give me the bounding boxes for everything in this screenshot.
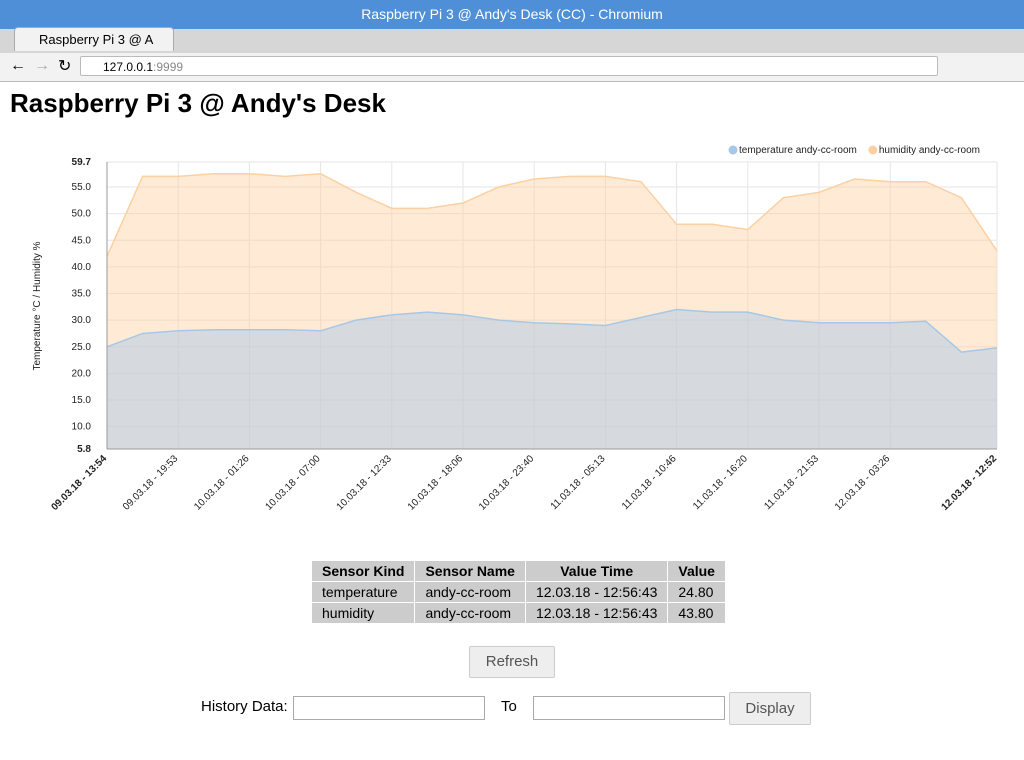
to-label: To	[501, 698, 517, 715]
x-tick-label: 10.03.18 - 18:06	[406, 453, 466, 513]
sensor-table: Sensor Kind Sensor Name Value Time Value tem…	[310, 560, 726, 624]
column-header: Value	[667, 560, 726, 582]
area-line	[106, 308, 998, 353]
legend-label: temperature andy-cc-room	[739, 145, 857, 156]
y-tick-label: 50.0	[72, 209, 92, 220]
legend-swatch	[728, 145, 738, 155]
forward[interactable]: →	[34, 57, 50, 74]
y-tick-label: 10.0	[72, 422, 92, 433]
x-tick-label: 10.03.18 - 07:00	[263, 453, 323, 513]
address-bar[interactable]: 127.0.0.1:9999	[80, 56, 938, 76]
table-cell: 43.80	[667, 602, 726, 624]
area-line	[106, 172, 998, 257]
from-input[interactable]	[293, 696, 485, 720]
column-header: Sensor Kind	[310, 560, 416, 582]
y-tick-label: 20.0	[72, 368, 92, 379]
back[interactable]: ←	[10, 57, 26, 74]
y-tick-label: 35.0	[72, 289, 92, 300]
y-tick-label: 5.8	[77, 444, 91, 455]
header-row: Sensor Kind Sensor Name Value Time Value	[310, 560, 726, 582]
x-tick-label: 12.03.18 - 12:52	[939, 453, 999, 513]
table-cell: humidity	[310, 602, 416, 624]
url-host: 127.0.0.1	[103, 60, 154, 74]
x-tick-label: 09.03.18 - 13:54	[49, 453, 109, 513]
table-cell: temperature	[310, 581, 416, 603]
x-tick-label: 11.03.18 - 10:46	[620, 453, 679, 512]
column-header: Sensor Name	[414, 560, 526, 582]
y-tick-label: 15.0	[72, 395, 92, 406]
tab-title: Raspberry Pi 3 @ A	[39, 32, 154, 47]
x-tick-label: 09.03.18 - 19:53	[121, 453, 181, 513]
to-input[interactable]	[533, 696, 725, 720]
refresh-button[interactable]: Refresh	[469, 646, 555, 678]
tab[interactable]: Raspberry Pi 3 @ A	[14, 27, 174, 51]
area-fill	[107, 173, 997, 449]
table-cell: 12.03.18 - 12:56:43	[524, 581, 669, 603]
page-title: Raspberry Pi 3 @ Andy's Desk	[10, 88, 386, 118]
column-header: Value Time	[524, 560, 669, 582]
table-row: temperature andy-cc-room 12.03.18 - 12:56:…	[310, 581, 726, 603]
history-label: History Data:	[201, 698, 288, 715]
x-tick-label: 10.03.18 - 23:40	[477, 453, 537, 513]
x-tick-label: 11.03.18 - 21:53	[762, 453, 821, 512]
y-tick-label: 55.0	[72, 182, 92, 193]
x-tick-label: 11.03.18 - 16:20	[691, 453, 750, 512]
y-tick-label: 25.0	[72, 342, 92, 353]
table-cell: 24.80	[667, 581, 726, 603]
window-title: Raspberry Pi 3 @ Andy's Desk (CC) - Chro…	[0, 0, 1024, 29]
chart: Temperature °C / Humidity % 5.8 10.0 15.0 2…	[32, 145, 999, 513]
y-tick-label: 59.7	[72, 157, 92, 168]
url-port: :9999	[153, 60, 184, 74]
y-tick-label: 30.0	[72, 315, 92, 326]
table-cell: andy-cc-room	[414, 581, 526, 603]
area-fill	[107, 309, 997, 449]
legend-swatch	[868, 145, 878, 155]
legend-label: humidity andy-cc-room	[879, 145, 980, 156]
y-tick-label: 45.0	[72, 235, 92, 246]
display-button[interactable]: Display	[729, 692, 811, 725]
y-tick-label: 40.0	[72, 262, 92, 273]
table-row: humidity andy-cc-room 12.03.18 - 12:56:43 4…	[310, 602, 726, 624]
table-cell: andy-cc-room	[414, 602, 526, 624]
reload[interactable]: ↻	[58, 58, 72, 75]
x-tick-label: 12.03.18 - 03:26	[833, 453, 893, 513]
table-cell: 12.03.18 - 12:56:43	[524, 602, 669, 624]
x-tick-label: 10.03.18 - 01:26	[192, 453, 252, 513]
x-tick-label: 10.03.18 - 12:33	[335, 453, 395, 513]
x-tick-label: 11.03.18 - 05:13	[549, 453, 608, 512]
y-axis-label: Temperature °C / Humidity %	[32, 241, 43, 370]
